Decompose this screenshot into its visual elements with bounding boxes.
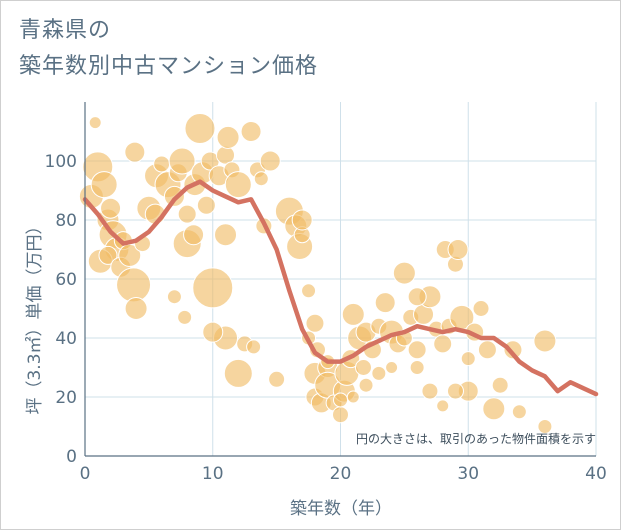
- bubble-103: [446, 382, 464, 400]
- bubble-47: [253, 171, 269, 187]
- bubble-51: [177, 309, 193, 325]
- bubble-105: [409, 360, 425, 375]
- bubble-9: [98, 245, 118, 265]
- y-tick-label-2: 40: [55, 329, 77, 349]
- bubble-49: [259, 150, 281, 172]
- bubble-2: [88, 116, 102, 130]
- bubble-46: [246, 339, 262, 355]
- bubble-60: [305, 313, 325, 333]
- bubble-13: [116, 267, 152, 303]
- bubble-38: [224, 171, 252, 199]
- bubble-98: [491, 376, 509, 394]
- bubble-83: [407, 340, 427, 360]
- x-tick-label-4: 40: [585, 464, 607, 484]
- bubble-99: [503, 340, 523, 360]
- bubble-14: [124, 297, 148, 320]
- y-tick-label-5: 100: [45, 152, 77, 172]
- bubble-113: [385, 361, 399, 374]
- bubble-110: [333, 392, 348, 408]
- trend-line-layer: [82, 179, 599, 397]
- bubble-15: [124, 141, 146, 163]
- chart-title: 青森県の 築年数別中古マンション価格: [19, 13, 318, 85]
- bubble-36: [216, 125, 240, 149]
- bubble-95: [472, 300, 490, 317]
- bubble-104: [421, 382, 439, 400]
- bubble-31: [196, 195, 216, 215]
- y-tick-label-1: 20: [55, 388, 77, 408]
- bubble-115: [460, 351, 476, 367]
- bubble-96: [477, 340, 497, 360]
- bubble-layer: [78, 113, 557, 434]
- bubble-100: [511, 404, 527, 420]
- y-tick-label-0: 0: [66, 447, 77, 467]
- bubble-68: [332, 406, 349, 424]
- chart-title-line1: 青森県の: [19, 18, 112, 43]
- bubble-72: [341, 302, 365, 326]
- bubble-78: [374, 292, 396, 314]
- x-tick-label-1: 10: [202, 464, 224, 484]
- x-tick-label-3: 30: [457, 464, 479, 484]
- bubble-91: [447, 239, 469, 260]
- chart-title-line2: 築年数別中古マンション価格: [19, 54, 319, 79]
- x-tick-label-2: 20: [330, 464, 352, 484]
- bubble-25: [177, 204, 197, 224]
- y-tick-label-3: 60: [55, 270, 77, 290]
- bubble-27: [183, 224, 205, 246]
- bubble-3: [90, 171, 118, 199]
- bubble-42: [223, 358, 253, 388]
- bubble-101: [533, 329, 557, 353]
- x-axis-label: 築年数（年）: [290, 499, 392, 519]
- bubble-40: [202, 321, 224, 343]
- bubble-106: [371, 365, 387, 381]
- bubble-44: [240, 121, 262, 142]
- bubble-58: [301, 283, 317, 299]
- size-annotation: 円の大きさは、取引のあった物件面積を示す: [356, 431, 596, 446]
- axes: 0 20 40 60 80 100 0 10 20 30 40: [45, 102, 607, 484]
- bubble-5: [100, 197, 122, 219]
- bubble-32: [192, 267, 234, 309]
- bubble-50: [166, 289, 182, 305]
- bubble-74: [354, 359, 372, 376]
- bubble-111: [346, 390, 360, 404]
- bubble-114: [407, 287, 427, 307]
- bubble-52: [268, 370, 286, 388]
- bubble-109: [436, 399, 450, 413]
- bubble-20: [153, 155, 171, 173]
- y-tick-label-4: 80: [55, 211, 77, 231]
- bubble-87: [433, 334, 453, 354]
- trend-line: [82, 179, 599, 397]
- bubble-102: [537, 419, 553, 434]
- bubble-24: [168, 147, 196, 175]
- x-tick-label-0: 0: [80, 464, 91, 484]
- bubble-108: [358, 377, 374, 393]
- bubble-41: [214, 223, 238, 247]
- bubble-81: [392, 261, 416, 285]
- y-axis-label: 坪（3.3㎡）単価（万円）: [25, 217, 45, 414]
- bubble-97: [482, 397, 506, 421]
- bubble-29: [184, 113, 216, 145]
- bubble-57: [291, 209, 313, 231]
